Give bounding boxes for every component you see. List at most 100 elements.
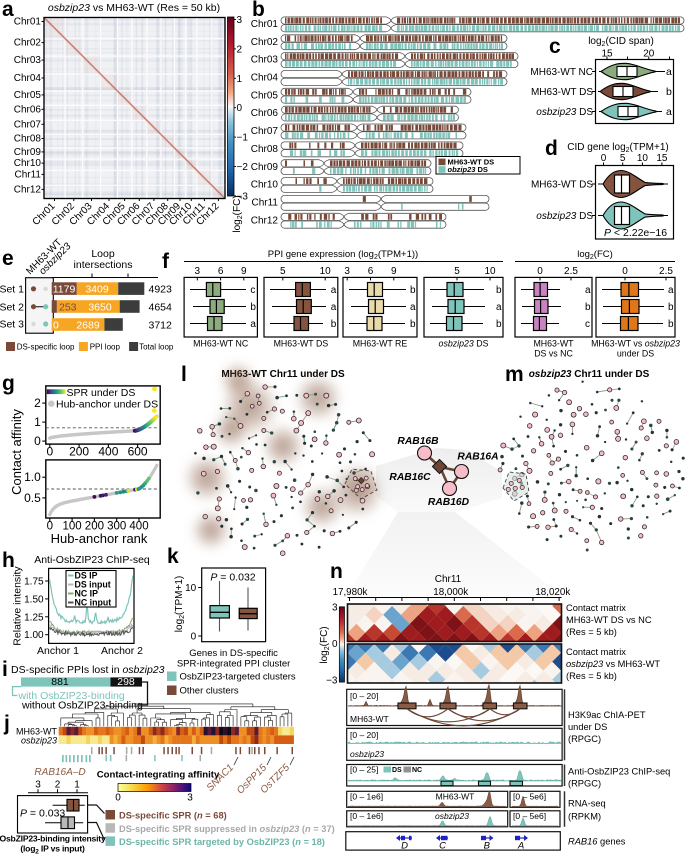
svg-text:2: 2 xyxy=(237,44,243,55)
svg-text:RAB16A: RAB16A xyxy=(457,452,498,463)
svg-text:j: j xyxy=(3,712,10,735)
svg-text:Contact matrix: Contact matrix xyxy=(566,603,626,613)
svg-text:Chr11: Chr11 xyxy=(252,198,279,209)
svg-text:MH63-WT: MH63-WT xyxy=(16,727,57,737)
svg-text:4654: 4654 xyxy=(149,302,173,314)
svg-text:[0 – 25]: [0 – 25] xyxy=(350,765,378,775)
svg-text:Chr12: Chr12 xyxy=(251,215,279,226)
svg-text:NC IP: NC IP xyxy=(75,589,99,599)
svg-text:OsbZIP23-binding intensity: OsbZIP23-binding intensity xyxy=(0,834,106,844)
svg-text:log2(FC): log2(FC) xyxy=(319,626,331,663)
svg-text:Set 1: Set 1 xyxy=(0,284,24,296)
svg-text:15: 15 xyxy=(601,49,613,60)
svg-text:DS-specific SPR suppressed in: DS-specific SPR suppressed in osbzip23 (… xyxy=(119,824,335,834)
svg-text:P = 0.033: P = 0.033 xyxy=(20,808,65,820)
svg-text:DS vs NC: DS vs NC xyxy=(534,349,573,359)
svg-text:h: h xyxy=(2,549,15,572)
svg-text:0: 0 xyxy=(34,434,41,448)
svg-text:[0 – 5e6]: [0 – 5e6] xyxy=(513,811,546,821)
svg-text:b: b xyxy=(496,285,502,296)
svg-text:0: 0 xyxy=(191,632,197,643)
svg-text:b: b xyxy=(331,319,337,330)
svg-text:3: 3 xyxy=(187,793,193,804)
svg-text:6: 6 xyxy=(218,266,224,277)
svg-text:10: 10 xyxy=(637,153,649,164)
svg-text:−2: −2 xyxy=(237,162,249,173)
svg-text:−3: −3 xyxy=(326,676,338,687)
svg-text:osbzip23 vs MH63-WT (Res = 50: osbzip23 vs MH63-WT (Res = 50 kb) xyxy=(48,2,220,14)
svg-text:3409: 3409 xyxy=(85,284,109,296)
svg-text:MH63-WT DS: MH63-WT DS xyxy=(448,158,495,167)
svg-text:0: 0 xyxy=(601,153,607,164)
svg-text:Chr09: Chr09 xyxy=(14,147,42,158)
svg-text:0: 0 xyxy=(53,320,59,332)
svg-text:1: 1 xyxy=(237,74,243,85)
svg-text:l: l xyxy=(181,363,187,386)
svg-text:a: a xyxy=(585,285,591,296)
svg-text:Chr11: Chr11 xyxy=(15,169,42,180)
svg-text:DS input: DS input xyxy=(75,580,111,590)
svg-text:a: a xyxy=(2,0,14,21)
svg-text:(RPKM): (RPKM) xyxy=(568,812,601,822)
svg-text:−3: −3 xyxy=(237,191,249,202)
svg-text:Contact matrix: Contact matrix xyxy=(566,647,626,657)
svg-text:0: 0 xyxy=(537,266,543,277)
svg-text:osbzip23 DS: osbzip23 DS xyxy=(536,107,593,118)
svg-text:g: g xyxy=(2,372,15,395)
svg-text:a: a xyxy=(410,302,416,313)
svg-text:(Res = 5 kb): (Res = 5 kb) xyxy=(566,671,617,681)
svg-text:c: c xyxy=(250,285,255,296)
svg-text:c: c xyxy=(585,319,590,330)
svg-text:298: 298 xyxy=(117,676,135,688)
svg-text:Chr04: Chr04 xyxy=(14,73,42,84)
svg-text:0: 0 xyxy=(47,521,53,533)
svg-text:a: a xyxy=(331,302,337,313)
svg-text:log2(CID span): log2(CID span) xyxy=(588,36,654,48)
svg-text:Anti-OsbZIP23 ChIP-seq: Anti-OsbZIP23 ChIP-seq xyxy=(34,554,150,566)
svg-text:e: e xyxy=(2,247,14,270)
svg-text:Chr09: Chr09 xyxy=(251,162,279,173)
svg-text:Chr02: Chr02 xyxy=(251,37,279,48)
svg-text:Chr01: Chr01 xyxy=(251,19,279,30)
svg-text:MH63-WT RE: MH63-WT RE xyxy=(353,339,408,349)
svg-text:1.50: 1.50 xyxy=(24,594,44,605)
svg-text:Chr05: Chr05 xyxy=(14,90,42,101)
svg-text:RAB16B: RAB16B xyxy=(397,436,439,447)
svg-text:intersections: intersections xyxy=(74,259,133,271)
svg-text:3: 3 xyxy=(344,266,350,277)
svg-text:MH63-WT NC: MH63-WT NC xyxy=(530,67,593,78)
svg-text:Chr12: Chr12 xyxy=(14,184,42,195)
svg-text:1: 1 xyxy=(34,415,41,429)
svg-text:RNA-seq: RNA-seq xyxy=(568,799,606,809)
svg-text:b: b xyxy=(250,302,256,313)
svg-text:PPI loop: PPI loop xyxy=(90,343,121,352)
svg-text:b: b xyxy=(496,319,502,330)
svg-text:Chr08: Chr08 xyxy=(14,134,42,145)
svg-text:n: n xyxy=(330,560,343,583)
svg-text:Chr06: Chr06 xyxy=(14,104,42,115)
svg-text:MH63-WT DS: MH63-WT DS xyxy=(531,180,593,191)
svg-text:obzip23 DS: obzip23 DS xyxy=(448,165,488,174)
svg-text:P < 2.22e−16: P < 2.22e−16 xyxy=(604,227,667,239)
svg-text:DS: DS xyxy=(392,767,402,774)
svg-text:0.5: 0.5 xyxy=(24,491,41,505)
svg-text:OsbZIP23-targeted clusters: OsbZIP23-targeted clusters xyxy=(180,672,296,683)
svg-text:NC: NC xyxy=(412,767,422,774)
svg-text:Anchor 1: Anchor 1 xyxy=(37,645,79,657)
svg-text:MH63-WT DS vs NC: MH63-WT DS vs NC xyxy=(566,615,652,625)
svg-text:PPI gene expression (log2(TPM+: PPI gene expression (log2(TPM+1)) xyxy=(268,249,418,261)
svg-text:with OsbZIP23-binding: with OsbZIP23-binding xyxy=(18,690,125,702)
svg-text:0: 0 xyxy=(622,266,628,277)
svg-text:[0 – 1e6]: [0 – 1e6] xyxy=(350,791,383,801)
svg-text:Chr11: Chr11 xyxy=(435,574,462,585)
svg-text:b: b xyxy=(410,319,416,330)
svg-text:Genes in DS-specific: Genes in DS-specific xyxy=(189,648,278,659)
svg-text:1.0: 1.0 xyxy=(24,470,41,484)
svg-text:[0 – 20]: [0 – 20] xyxy=(350,730,378,740)
svg-text:253: 253 xyxy=(59,302,77,314)
svg-text:0: 0 xyxy=(46,445,53,459)
svg-text:Other clusters: Other clusters xyxy=(180,686,239,697)
svg-text:SPR-integrated PPI cluster: SPR-integrated PPI cluster xyxy=(177,659,291,670)
svg-text:20: 20 xyxy=(643,49,655,60)
svg-text:200: 200 xyxy=(69,445,89,459)
